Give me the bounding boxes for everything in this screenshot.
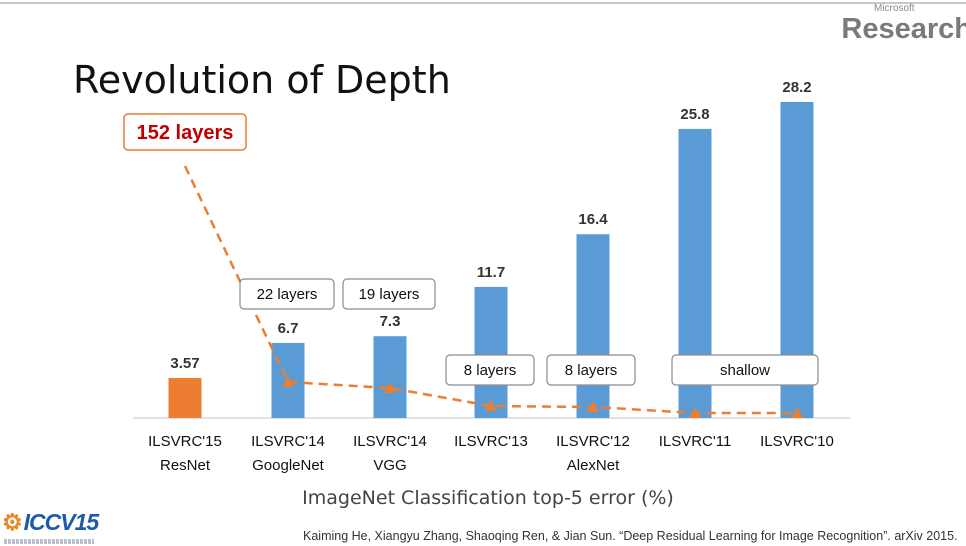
depth-label-4: 8 layers [565, 362, 618, 379]
depth-box-2 [342, 278, 436, 310]
depth-marker-3 [485, 400, 497, 411]
depth-box-1 [239, 278, 335, 310]
value-label-1: 6.7 [278, 320, 299, 337]
depth-marker-6 [791, 407, 803, 418]
bar-2 [373, 336, 407, 418]
value-label-6: 28.2 [782, 79, 811, 96]
value-label-4: 16.4 [578, 211, 608, 228]
depth-label-0: 152 layers [137, 122, 234, 144]
depth-label-3: 8 layers [464, 362, 517, 379]
value-label-3: 11.7 [477, 264, 505, 281]
research-wordmark: Research [841, 13, 966, 45]
iccv-logo-text: ICCV15 [23, 509, 100, 535]
x-axis-title: ImageNet Classification top-5 error (%) [302, 487, 674, 509]
category-label-1: ILSVRC'14 [251, 433, 325, 450]
depth-label-1: 22 layers [257, 286, 318, 303]
depth-marker-5 [689, 407, 701, 418]
category-sublabel-4: AlexNet [567, 457, 620, 474]
iccv-logo: ⚙ICCV15 [2, 509, 100, 536]
depth-box-0 [123, 113, 247, 151]
value-label-5: 25.8 [680, 106, 709, 123]
microsoft-wordmark: Microsoft [874, 3, 915, 14]
depth-box-4 [546, 354, 636, 386]
depth-marker-4 [587, 401, 599, 412]
depth-box-3 [445, 354, 535, 386]
citation: Kaiming He, Xiangyu Zhang, Shaoqing Ren,… [303, 529, 958, 543]
category-sublabel-1: GoogleNet [252, 457, 325, 474]
category-sublabel-2: VGG [373, 457, 406, 474]
bar-3 [474, 286, 508, 418]
value-label-0: 3.57 [170, 355, 199, 372]
depth-label-5: shallow [720, 362, 770, 379]
gear-icon: ⚙ [2, 509, 23, 535]
depth-marker-2 [384, 382, 396, 393]
category-label-0: ILSVRC'15 [148, 433, 222, 450]
value-label-2: 7.3 [380, 313, 401, 330]
depth-marker-1 [282, 376, 294, 387]
top-rule [0, 2, 966, 4]
category-sublabel-0: ResNet [160, 457, 211, 474]
category-label-6: ILSVRC'10 [760, 433, 834, 450]
slide-title: Revolution of Depth [73, 58, 451, 102]
bar-0 [168, 377, 202, 418]
category-label-2: ILSVRC'14 [353, 433, 427, 450]
category-label-3: ILSVRC'13 [454, 433, 528, 450]
depth-label-2: 19 layers [359, 286, 420, 303]
bar-4 [576, 234, 610, 418]
category-label-5: ILSVRC'11 [659, 433, 732, 450]
category-label-4: ILSVRC'12 [556, 433, 630, 450]
iccv-logo-subtitle [4, 539, 94, 544]
depth-box-5 [671, 354, 819, 386]
